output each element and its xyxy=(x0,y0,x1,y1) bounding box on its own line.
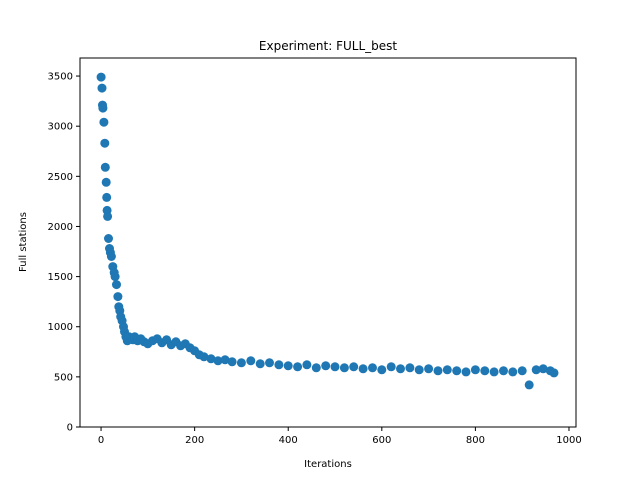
y-tick-label: 500 xyxy=(54,372,73,383)
data-point xyxy=(227,357,237,367)
x-tick-label: 400 xyxy=(279,435,298,446)
data-point xyxy=(442,365,452,375)
data-point xyxy=(236,358,246,368)
data-point xyxy=(377,365,387,375)
plot-frame xyxy=(79,57,577,428)
y-tick-label: 1500 xyxy=(48,272,73,283)
x-tick-label: 800 xyxy=(466,435,485,446)
data-point xyxy=(349,362,359,372)
data-point xyxy=(461,367,471,377)
data-point xyxy=(199,352,209,362)
data-point xyxy=(414,365,424,375)
data-point xyxy=(99,117,109,127)
x-axis: 0 200 400 600 800 1000 xyxy=(98,427,582,446)
x-tick-label: 1000 xyxy=(556,435,581,446)
data-point xyxy=(220,355,230,365)
data-point xyxy=(405,363,415,373)
data-point xyxy=(293,362,303,372)
data-point xyxy=(480,366,490,376)
data-point xyxy=(283,361,293,371)
data-point xyxy=(489,367,499,377)
data-point xyxy=(106,252,116,261)
data-point xyxy=(101,177,111,187)
y-tick-label: 3500 xyxy=(48,72,73,83)
y-tick-label: 2500 xyxy=(48,172,73,183)
y-axis: 0 500 1000 1500 2000 2500 3000 3500 xyxy=(48,72,80,434)
data-point xyxy=(274,360,284,370)
data-point xyxy=(96,72,106,82)
y-tick-label: 1000 xyxy=(48,322,73,333)
y-tick-label: 2000 xyxy=(48,222,73,233)
data-point xyxy=(330,362,340,372)
chart-title: Experiment: FULL_best xyxy=(259,39,398,53)
x-tick-label: 600 xyxy=(372,435,391,446)
data-point xyxy=(103,211,113,221)
data-point xyxy=(358,364,368,374)
data-point xyxy=(517,366,527,376)
data-point xyxy=(311,363,321,373)
x-axis-label: Iterations xyxy=(304,459,352,470)
data-point xyxy=(499,366,508,376)
data-point xyxy=(100,162,110,172)
data-point xyxy=(470,365,480,375)
data-point xyxy=(112,280,121,290)
data-point xyxy=(386,362,396,372)
data-point xyxy=(102,192,112,202)
data-point xyxy=(206,354,216,364)
data-point xyxy=(549,368,559,378)
data-point xyxy=(452,366,462,376)
data-point xyxy=(213,356,223,366)
data-point xyxy=(424,364,434,374)
data-point xyxy=(339,363,349,373)
data-point xyxy=(531,365,541,375)
data-point xyxy=(538,364,548,374)
y-tick-label: 3000 xyxy=(48,122,73,133)
data-point xyxy=(98,103,108,113)
data-point xyxy=(246,356,256,366)
data-point xyxy=(110,272,120,282)
data-point xyxy=(433,366,443,376)
scatter-points xyxy=(96,72,559,390)
data-point xyxy=(97,83,107,93)
data-point xyxy=(100,138,110,148)
x-tick-label: 0 xyxy=(98,435,104,446)
data-point xyxy=(321,361,331,371)
data-point xyxy=(508,367,518,377)
data-point xyxy=(396,364,405,374)
data-point xyxy=(265,358,274,368)
data-point xyxy=(302,360,312,370)
x-tick-label: 200 xyxy=(185,435,204,446)
data-point xyxy=(255,359,265,369)
y-axis-label: Full stations xyxy=(18,212,29,272)
data-point xyxy=(113,292,123,302)
y-tick-label: 0 xyxy=(67,423,73,434)
data-point xyxy=(524,380,534,390)
data-point xyxy=(104,234,113,243)
data-point xyxy=(368,363,377,373)
